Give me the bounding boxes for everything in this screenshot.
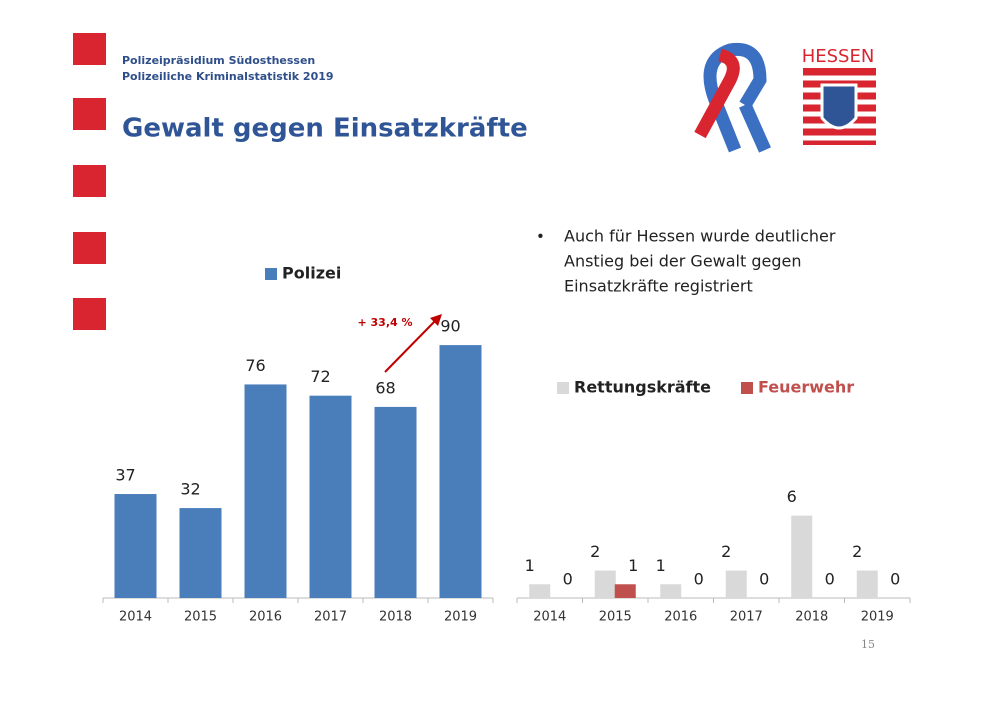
data-label: 2	[852, 542, 862, 561]
legend-label: Feuerwehr	[758, 378, 854, 397]
square	[73, 298, 106, 330]
data-label: 6	[787, 487, 797, 506]
legend-swatch	[557, 382, 569, 394]
legend-label: Rettungskräfte	[574, 378, 711, 397]
legend-swatch	[265, 268, 277, 280]
x-tick-label: 2015	[184, 610, 217, 625]
ribbon	[694, 42, 771, 153]
bar	[594, 570, 616, 598]
bar	[660, 584, 682, 598]
side-squares	[73, 33, 106, 330]
x-tick-label: 2019	[861, 610, 894, 625]
hessen-logo: HESSEN	[802, 46, 876, 145]
logo-shield	[820, 83, 858, 130]
data-label: 0	[694, 570, 704, 589]
org: Polizeipräsidium Südosthessen	[122, 54, 315, 67]
x-tick-label: 2016	[664, 610, 697, 625]
bar	[614, 584, 636, 598]
annotation-arrowhead	[430, 314, 442, 326]
subtitle: Polizeiliche Kriminalstatistik 2019	[122, 70, 334, 83]
page-number: 15	[861, 638, 875, 651]
x-tick-label: 2017	[730, 610, 763, 625]
data-label: 1	[628, 556, 638, 575]
bar	[725, 570, 747, 598]
data-label: 68	[375, 378, 395, 397]
x-tick-label: 2018	[795, 610, 828, 625]
data-label: 37	[115, 466, 135, 485]
data-label: 2	[721, 542, 731, 561]
square	[73, 232, 106, 264]
data-label: 32	[180, 480, 200, 499]
x-tick-label: 2015	[599, 610, 632, 625]
x-tick-label: 2016	[249, 610, 282, 625]
x-tick-label: 2017	[314, 610, 347, 625]
square	[73, 33, 106, 65]
ribbon-tail	[739, 102, 771, 153]
legend-label: Polizei	[282, 264, 341, 283]
bullet-line: Auch für Hessen wurde deutlicher	[564, 227, 836, 246]
bar	[529, 584, 551, 598]
data-label: 0	[759, 570, 769, 589]
data-label: 0	[563, 570, 573, 589]
title: Gewalt gegen Einsatzkräfte	[122, 114, 528, 144]
annotation: + 33,4 %	[357, 316, 412, 329]
x-tick-label: 2018	[379, 610, 412, 625]
square	[73, 98, 106, 130]
bar	[374, 406, 417, 598]
bar	[791, 515, 813, 598]
bar	[856, 570, 878, 598]
legend-swatch	[741, 382, 753, 394]
bullet-line: Anstieg bei der Gewalt gegen	[564, 252, 802, 271]
data-label: 76	[245, 356, 265, 375]
data-label: 1	[656, 556, 666, 575]
bullet: •	[536, 228, 545, 246]
ribbon-red	[694, 48, 740, 139]
square	[73, 165, 106, 197]
data-label: 90	[440, 317, 460, 336]
data-label: 0	[890, 570, 900, 589]
bar	[244, 384, 287, 598]
data-label: 72	[310, 367, 330, 386]
logo-text: HESSEN	[802, 46, 875, 67]
bar	[179, 508, 222, 598]
annotation-arrow	[384, 319, 437, 373]
data-label: 0	[825, 570, 835, 589]
data-label: 1	[525, 556, 535, 575]
bar	[439, 345, 482, 598]
bar	[309, 395, 352, 598]
x-tick-label: 2019	[444, 610, 477, 625]
bullet-line: Einsatzkräfte registriert	[564, 277, 753, 296]
bar	[114, 494, 157, 598]
ribbon-blue	[703, 42, 767, 153]
data-label: 2	[590, 542, 600, 561]
x-tick-label: 2014	[119, 610, 152, 625]
x-tick-label: 2014	[533, 610, 566, 625]
